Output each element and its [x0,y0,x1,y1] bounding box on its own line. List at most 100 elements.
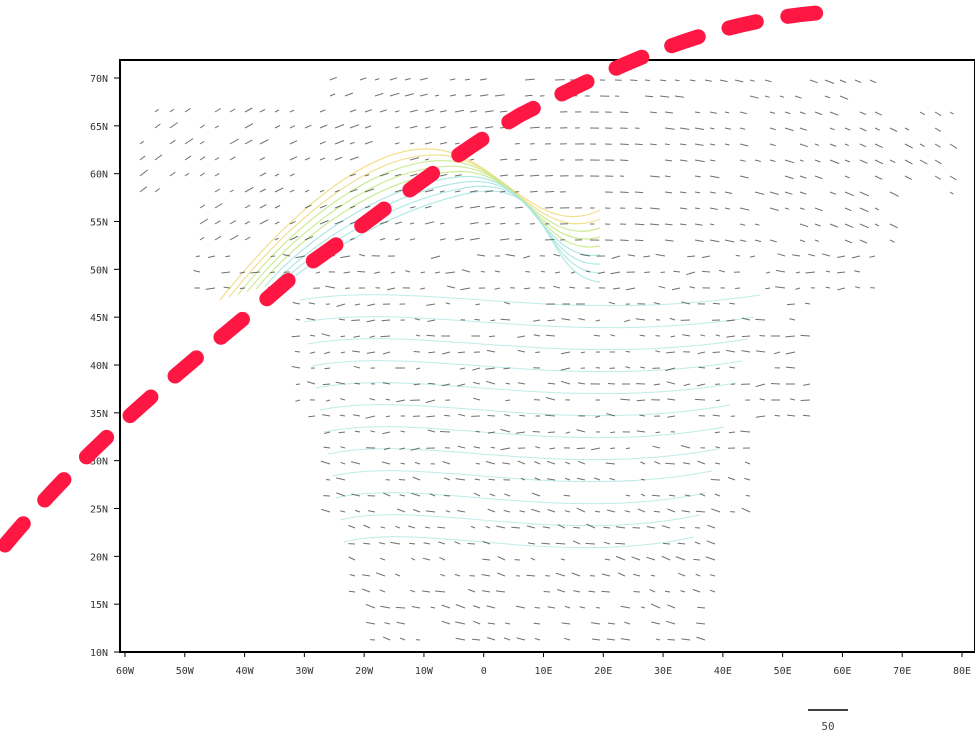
wind-vector-arrow [481,574,491,577]
wind-vector-arrow [571,572,581,577]
wind-vector-arrow [381,461,391,465]
wind-vector-arrow [786,303,796,306]
wind-vector-arrow [499,206,505,209]
lon-tick-label: 30E [654,666,672,677]
wind-vector-arrow [289,140,298,145]
wind-vector-arrow [469,205,480,209]
wind-vector-arrow [727,476,736,481]
wind-vector-arrow [381,319,391,322]
wind-vector-arrow [336,492,346,497]
wind-vector-arrow [464,94,472,97]
wind-vector-arrow [420,271,426,274]
wind-vector-arrow [514,223,520,225]
wind-vector-arrow [564,605,571,609]
wind-vector-arrow [484,206,495,209]
lon-tick-label: 60W [116,666,135,677]
wind-vector-arrow [854,79,862,84]
wind-vector-arrow [695,573,701,577]
contour-line [335,492,707,505]
wind-vector-arrow [354,430,361,433]
wind-vector-arrow [270,271,276,274]
wind-vector-arrow [517,349,526,353]
wind-vector-arrow [289,220,296,225]
wind-vector-arrow [694,191,701,194]
wind-vector-arrow [844,159,851,163]
wind-vector-arrow [517,335,526,338]
lat-tick-label: 30N [90,457,108,468]
wind-vector-arrow [701,255,711,259]
wind-vector-arrow [949,175,957,181]
wind-vector-arrow [349,205,356,209]
wind-vector-arrow [564,510,571,513]
contour-line [327,448,719,461]
wind-vector-arrow [154,108,159,113]
wind-vector-arrow [724,111,730,114]
wind-vector-arrow [514,174,524,177]
wind-vector-arrow [601,573,611,577]
wind-vector-arrow [335,381,346,385]
wind-vector-arrow [423,542,431,545]
wind-vector-arrow [304,124,312,129]
wind-vector-arrow [709,207,718,210]
wind-vector-arrow [334,204,342,209]
wind-vector-arrow [349,141,355,145]
wind-vector-arrow [745,495,751,497]
wind-vector-arrow [274,221,280,225]
wind-vector-arrow [291,366,301,369]
wind-vector-arrow [889,223,898,229]
wind-vector-arrow [352,414,361,417]
wind-vector-arrow [653,510,661,513]
wind-vector-arrow [244,236,251,241]
wind-vector-arrow [533,319,541,322]
wind-vector-arrow [441,620,451,625]
wind-vector-arrow [409,206,416,209]
contour-line [323,426,725,439]
wind-vector-arrow [469,237,480,241]
wind-vector-arrow [395,606,406,609]
wind-vector-arrow [613,287,621,290]
contour-line [246,165,601,293]
wind-vector-arrow [455,478,466,481]
wind-vector-arrow [419,93,428,97]
wind-vector-arrow [573,590,581,593]
lon-tick-label: 40E [714,666,732,677]
wind-vector-arrow [560,367,571,371]
wind-vector-arrow [759,398,766,401]
wind-vector-arrow [680,445,691,449]
wind-vector-arrow [653,302,661,305]
wind-vector-arrow [409,173,418,177]
wind-vector-arrow [397,508,406,513]
wind-vector-arrow [517,460,526,465]
wind-vector-arrow [329,93,336,97]
wind-vector-arrow [859,127,867,132]
wind-vector-arrow [844,223,854,228]
wind-vector-arrow [620,398,631,401]
wind-vector-arrow [499,222,506,225]
wind-vector-arrow [340,351,346,354]
wind-vector-arrow [259,219,269,225]
wind-vector-arrow [274,187,284,193]
wind-vector-arrow [792,254,801,257]
wind-vector-arrow [715,367,721,370]
wind-vector-arrow [649,588,656,593]
wind-vector-arrow [367,303,376,307]
wind-vector-arrow [919,143,925,148]
wind-vector-arrow [154,188,160,193]
wind-vector-arrow [289,125,296,129]
wind-vector-arrow [715,446,721,449]
wind-vector-arrow [661,555,671,561]
wind-vector-arrow [851,255,861,259]
wind-vector-arrow [724,239,735,243]
wind-vector-arrow [529,126,540,129]
wind-vector-arrow [404,78,411,81]
wind-vector-arrow [770,383,781,385]
wind-vector-arrow [304,235,314,241]
wind-vector-arrow [389,92,400,97]
wind-vector-arrow [640,493,646,497]
wind-vector-arrow [505,382,511,385]
wind-vector-arrow [494,270,501,273]
wind-vector-arrow [825,286,831,289]
wind-vector-arrow [697,606,706,609]
wind-vector-arrow [668,494,676,497]
wind-vector-arrow [340,335,346,338]
